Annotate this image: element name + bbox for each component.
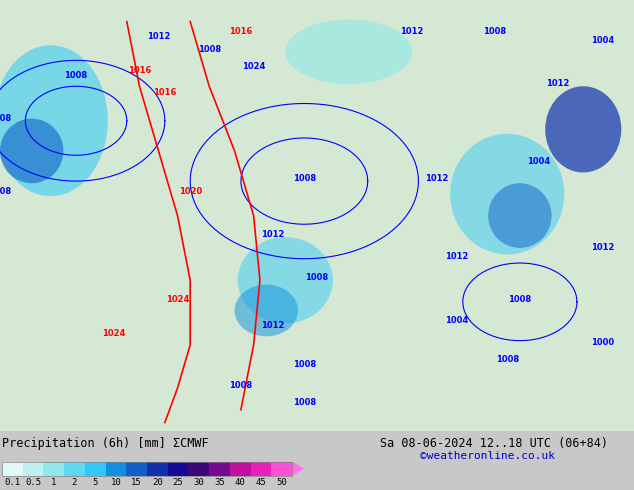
Text: 25: 25 <box>172 478 183 487</box>
Text: 1008: 1008 <box>198 45 221 54</box>
Ellipse shape <box>545 86 621 172</box>
Text: 1012: 1012 <box>547 79 569 88</box>
Text: 10: 10 <box>110 478 121 487</box>
Bar <box>43 462 64 476</box>
Text: 50: 50 <box>276 478 287 487</box>
Text: 40: 40 <box>235 478 245 487</box>
Text: 1008: 1008 <box>293 398 316 407</box>
Text: 0.1: 0.1 <box>4 478 20 487</box>
Bar <box>64 462 85 476</box>
Bar <box>106 462 126 476</box>
Text: 45: 45 <box>256 478 266 487</box>
Text: 1004: 1004 <box>591 36 614 45</box>
Text: 1012: 1012 <box>261 230 284 239</box>
Bar <box>23 462 43 476</box>
Text: Precipitation (6h) [mm] ΣCMWF: Precipitation (6h) [mm] ΣCMWF <box>2 437 209 450</box>
Text: 1008: 1008 <box>230 381 252 390</box>
Text: 1008: 1008 <box>293 174 316 183</box>
Text: 30: 30 <box>193 478 204 487</box>
Text: 20: 20 <box>152 478 163 487</box>
Text: 1016: 1016 <box>153 88 176 97</box>
Text: 2: 2 <box>72 478 77 487</box>
Text: 1024: 1024 <box>103 329 126 338</box>
Text: 1012: 1012 <box>401 27 424 36</box>
Text: 1004: 1004 <box>527 157 550 166</box>
Text: 0.5: 0.5 <box>25 478 41 487</box>
Text: 1008: 1008 <box>483 27 506 36</box>
Bar <box>188 462 209 476</box>
Text: 1008: 1008 <box>293 360 316 368</box>
Text: 5: 5 <box>93 478 98 487</box>
Bar <box>2 462 292 476</box>
Text: 1008: 1008 <box>0 114 11 122</box>
Ellipse shape <box>450 134 564 254</box>
Text: 1000: 1000 <box>591 338 614 347</box>
Ellipse shape <box>488 183 552 248</box>
Bar <box>209 462 230 476</box>
Text: 1004: 1004 <box>445 317 468 325</box>
Bar <box>168 462 188 476</box>
Text: 1008: 1008 <box>496 355 519 364</box>
Text: 1024: 1024 <box>242 62 265 71</box>
Text: 1: 1 <box>51 478 56 487</box>
Text: 1012: 1012 <box>261 321 284 330</box>
Text: 1008: 1008 <box>508 295 531 304</box>
Text: 1016: 1016 <box>230 27 252 36</box>
Text: 1012: 1012 <box>147 32 170 41</box>
Bar <box>147 462 168 476</box>
Text: 1008: 1008 <box>306 273 328 282</box>
Bar <box>85 462 106 476</box>
Text: Sa 08-06-2024 12..18 UTC (06+84): Sa 08-06-2024 12..18 UTC (06+84) <box>380 437 608 450</box>
Ellipse shape <box>0 119 63 183</box>
Text: 35: 35 <box>214 478 225 487</box>
Text: 1008: 1008 <box>0 187 11 196</box>
Bar <box>250 462 271 476</box>
Bar <box>126 462 147 476</box>
Text: 15: 15 <box>131 478 142 487</box>
Ellipse shape <box>0 45 108 196</box>
Text: 1012: 1012 <box>445 252 468 261</box>
Ellipse shape <box>285 20 412 84</box>
Bar <box>271 462 292 476</box>
Text: 1012: 1012 <box>425 174 448 183</box>
Text: 1016: 1016 <box>128 66 151 75</box>
Bar <box>230 462 250 476</box>
Text: ©weatheronline.co.uk: ©weatheronline.co.uk <box>420 451 555 462</box>
Ellipse shape <box>238 237 333 323</box>
Text: 1012: 1012 <box>591 243 614 252</box>
Polygon shape <box>292 462 304 476</box>
Text: 1008: 1008 <box>65 71 87 79</box>
Text: 1020: 1020 <box>179 187 202 196</box>
Ellipse shape <box>235 285 298 336</box>
Bar <box>2 462 23 476</box>
Text: 1024: 1024 <box>166 295 189 304</box>
